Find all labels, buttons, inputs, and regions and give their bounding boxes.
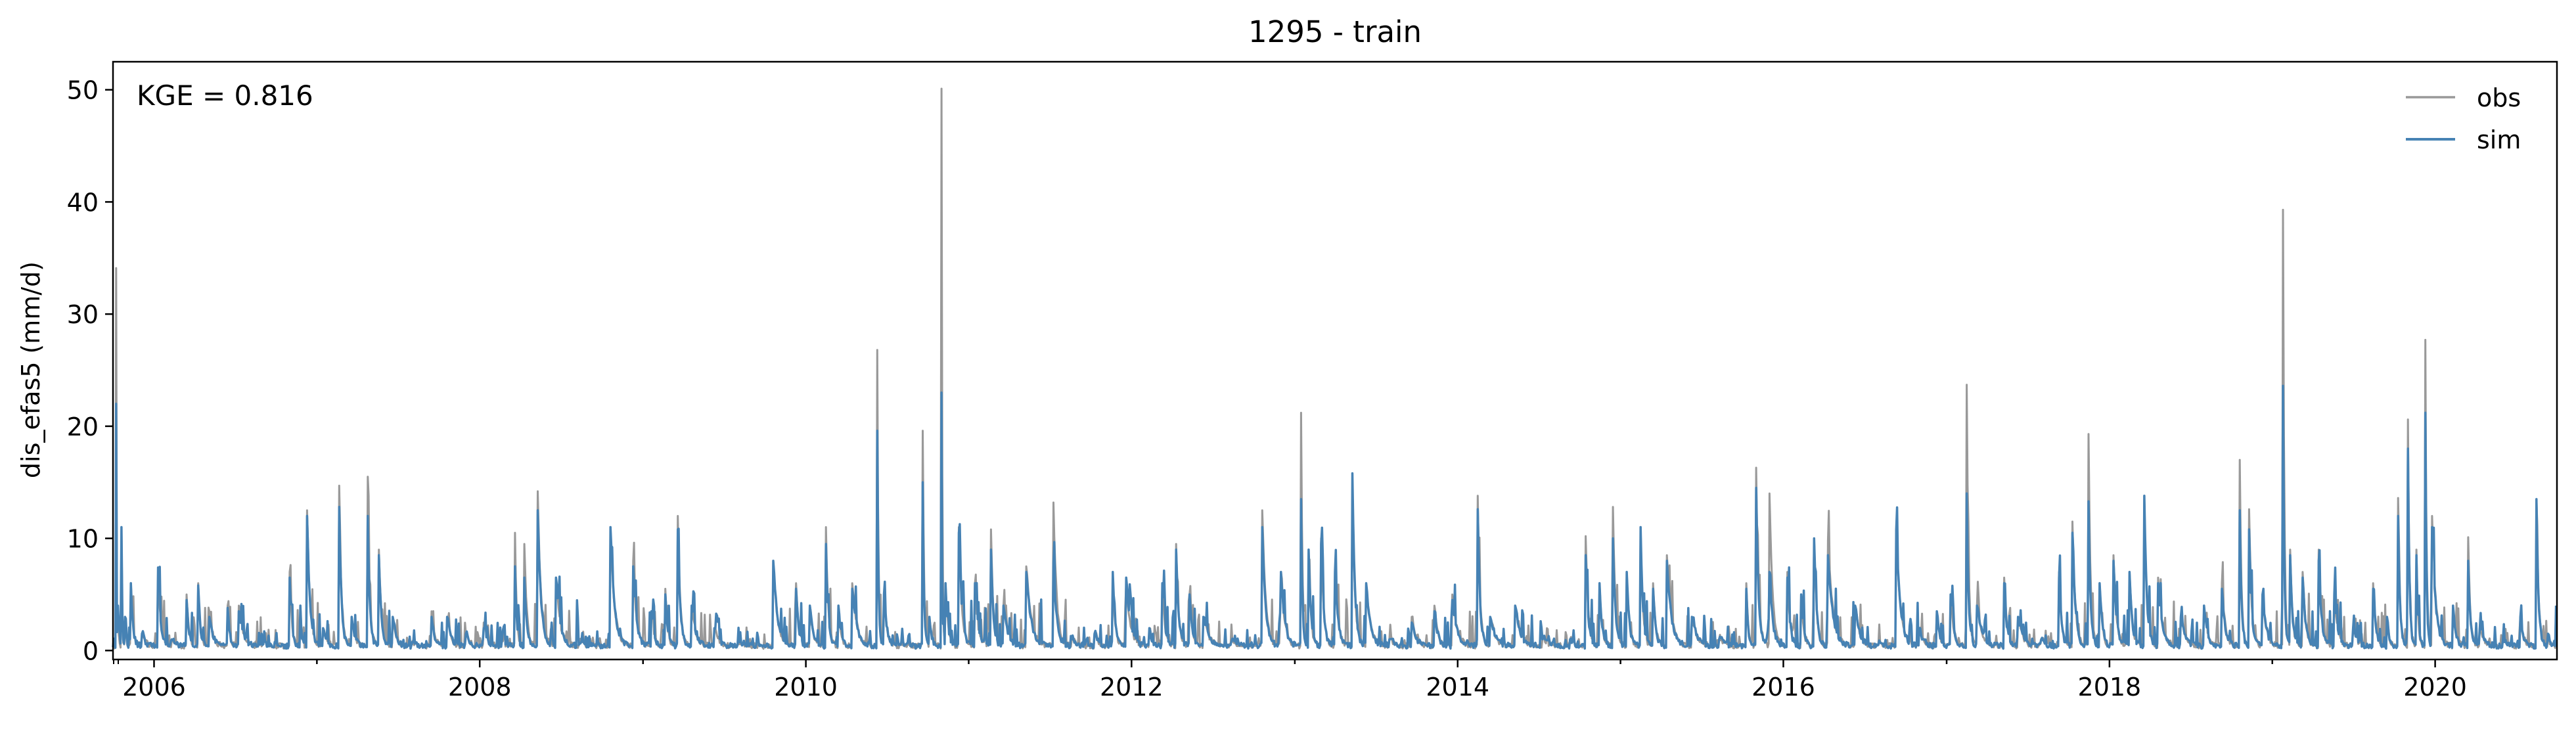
chart-title: 1295 - train bbox=[1248, 14, 1422, 49]
x-tick-label-2012: 2012 bbox=[1100, 673, 1164, 702]
x-ticks: 2006 2008 2010 2012 2014 2016 2018 2020 bbox=[113, 659, 2467, 702]
y-tick-label-40: 40 bbox=[67, 188, 99, 217]
legend-obs-label: obs bbox=[2477, 83, 2521, 112]
plot-area: 0 10 20 30 40 50 2006 2008 2010 2012 2014 2016 2018… bbox=[67, 60, 2558, 702]
y-tick-label-50: 50 bbox=[67, 76, 99, 105]
x-tick-label-2008: 2008 bbox=[448, 673, 512, 702]
y-ticks: 0 10 20 30 40 50 bbox=[67, 76, 113, 665]
y-tick-label-0: 0 bbox=[83, 636, 99, 665]
y-tick-label-10: 10 bbox=[67, 525, 99, 554]
y-tick-label-20: 20 bbox=[67, 413, 99, 441]
x-tick-label-2018: 2018 bbox=[2078, 673, 2142, 702]
legend-sim-label: sim bbox=[2477, 125, 2521, 154]
axes-frame bbox=[112, 60, 2558, 661]
x-tick-label-2016: 2016 bbox=[1751, 673, 1815, 702]
legend: obs sim bbox=[2406, 83, 2521, 154]
series-layer bbox=[112, 87, 2558, 650]
series-line-sim bbox=[112, 384, 2558, 650]
y-tick-label-30: 30 bbox=[67, 300, 99, 329]
x-tick-label-2014: 2014 bbox=[1426, 673, 1489, 702]
kge-annotation: KGE = 0.816 bbox=[137, 79, 313, 112]
x-tick-label-2020: 2020 bbox=[2403, 673, 2467, 702]
y-axis-label: dis_efas5 (mm/d) bbox=[16, 261, 45, 478]
x-tick-label-2006: 2006 bbox=[122, 673, 186, 702]
x-tick-label-2010: 2010 bbox=[774, 673, 838, 702]
